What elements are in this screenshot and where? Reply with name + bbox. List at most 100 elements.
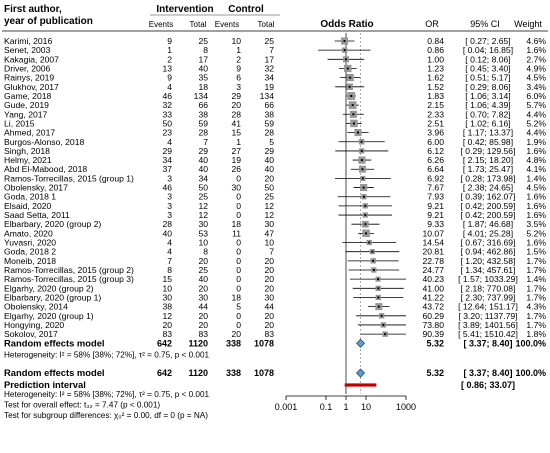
int-events: 13	[162, 63, 172, 73]
int-total: 40	[198, 164, 208, 174]
ctl-events: 10	[231, 36, 241, 46]
or-value: 9.33	[427, 219, 444, 229]
prediction-bar	[344, 383, 377, 387]
study-label: Kakagia, 2007	[4, 54, 59, 64]
table-row: Rainys, 2019 9 35 6 34 1.62 [ 0.51; 5.17] 4.5%	[4, 73, 546, 83]
int-events: 9	[167, 73, 172, 83]
or-value: 1.23	[427, 63, 444, 73]
or-value: 22.78	[422, 256, 444, 266]
int-total: 18	[198, 82, 208, 92]
or-value: 90.39	[422, 329, 444, 339]
subgroup-diamond	[355, 338, 366, 348]
ci-value: [ 1.87; 46.68]	[463, 219, 513, 229]
or-value: 6.00	[427, 137, 444, 147]
table-row: Karimi, 2016 9 25 10 25 0.84 [ 0.27; 2.65] 4.6%	[4, 36, 546, 46]
effect-point	[362, 186, 365, 189]
study-label: Obolensky, 2017	[4, 183, 68, 193]
ctl-events: 3	[236, 82, 241, 92]
weight-value: 4.9%	[526, 63, 546, 73]
effect-point	[384, 333, 387, 336]
int-total: 40	[198, 274, 208, 284]
weight-value: 1.6%	[526, 201, 546, 211]
table-row: Obolensky, 2014 38 44 5 44 43.72 [ 12.64; 151.…	[4, 302, 546, 312]
study-label: Elsaid, 2020	[4, 201, 52, 211]
int-events: 23	[162, 128, 172, 138]
or-value: 6.92	[427, 173, 444, 183]
ci-value: [ 1.57; 1033.29]	[458, 274, 518, 284]
or-value: 40.23	[422, 274, 444, 284]
ci-value: [ 0.29; 129.56]	[461, 146, 516, 156]
int-events: 33	[162, 109, 172, 119]
weight-value: 1.7%	[526, 283, 546, 293]
ctl-events: 20	[231, 100, 241, 110]
subgroup-or: 5.32	[426, 338, 444, 348]
ctl-events: 15	[231, 128, 241, 138]
weight-value: 1.7%	[526, 265, 546, 275]
ci-value: [ 0.67; 316.69]	[461, 238, 516, 248]
overall-weight: 100.0%	[515, 368, 546, 378]
effect-point	[360, 159, 363, 162]
ctl-total: 59	[264, 118, 274, 128]
subgroup-int-events: 642	[157, 338, 172, 348]
int-events: 4	[167, 247, 172, 257]
header-intervention: Intervention	[156, 4, 213, 15]
header-int-total: Total	[190, 20, 207, 29]
ci-value: [ 0.70; 7.82]	[465, 109, 510, 119]
or-value: 0.86	[427, 45, 444, 55]
footer-line: Test for overall effect: t₃₂ = 7.47 (p <…	[4, 401, 160, 410]
study-label: Saad Setta, 2011	[4, 210, 70, 220]
table-row: Moneib, 2018 7 20 0 20 22.78 [ 1.20; 432.58] 1.…	[4, 256, 546, 266]
study-label: Burgos-Alonso, 2018	[4, 137, 84, 147]
ctl-events: 41	[231, 118, 241, 128]
ci-value: [ 0.45; 3.40]	[465, 63, 510, 73]
overall-ci: [ 3.37; 8.40]	[463, 368, 512, 378]
overall-int-total: 1120	[188, 368, 208, 378]
prediction-label: Prediction interval	[4, 379, 86, 390]
ctl-total: 20	[264, 256, 274, 266]
ci-value: [ 0.42; 200.59]	[461, 201, 516, 211]
header-author-line2: year of publication	[4, 16, 93, 27]
ci-value: [ 1.06; 3.14]	[465, 91, 510, 101]
ctl-events: 28	[231, 109, 241, 119]
ci-value: [ 0.42; 200.59]	[461, 210, 516, 220]
ctl-total: 25	[264, 192, 274, 202]
study-label: Elbarbary, 2020 (group 2)	[4, 219, 101, 229]
ci-value: [ 3.20; 1137.79]	[458, 311, 517, 321]
int-total: 20	[198, 320, 208, 330]
header-ctl-total: Total	[258, 20, 275, 29]
or-value: 41.00	[422, 283, 444, 293]
study-label: Glukhov, 2017	[4, 82, 59, 92]
ctl-events: 20	[231, 329, 241, 339]
ctl-total: 40	[264, 164, 274, 174]
int-total: 34	[198, 173, 208, 183]
weight-value: 1.7%	[526, 292, 546, 302]
effect-point	[361, 168, 364, 171]
ctl-total: 12	[264, 210, 274, 220]
ctl-events: 0	[236, 238, 241, 248]
ci-value: [ 2.15; 18.20]	[463, 155, 513, 165]
effect-point	[351, 104, 354, 107]
table-row: Yuvasri, 2020 4 10 0 10 14.54 [ 0.67; 316.69] 1…	[4, 238, 546, 248]
int-total: 25	[198, 265, 208, 275]
subgroup-heterogeneity: Heterogeneity: I² = 58% [38%; 72%], τ² =…	[4, 350, 210, 359]
effect-point	[371, 250, 374, 253]
ctl-total: 25	[264, 36, 274, 46]
effect-point	[377, 287, 380, 290]
ctl-events: 11	[232, 228, 241, 238]
int-total: 38	[198, 109, 208, 119]
table-row: Elsaid, 2020 3 12 0 12 9.21 [ 0.42; 200.59] 1.6…	[4, 201, 546, 211]
subgroup-ctl-total: 1078	[254, 338, 274, 348]
weight-value: 1.4%	[526, 274, 546, 284]
summary-rows: Random effects model 642 1120 338 1078 5.32 [ …	[4, 337, 546, 390]
table-row: Elgarhy, 2020 (group 1) 12 20 0 20 60.29 [ 3.2…	[4, 311, 546, 321]
int-total: 66	[198, 100, 208, 110]
weight-value: 1.6%	[526, 146, 546, 156]
or-value: 2.51	[427, 118, 444, 128]
ctl-total: 50	[264, 183, 274, 193]
or-value: 10.07	[422, 228, 444, 238]
int-events: 4	[167, 82, 172, 92]
ctl-events: 1	[236, 45, 241, 55]
weight-value: 1.6%	[526, 45, 546, 55]
ctl-events: 0	[236, 201, 241, 211]
subgroup-label: Random effects model	[4, 337, 105, 348]
